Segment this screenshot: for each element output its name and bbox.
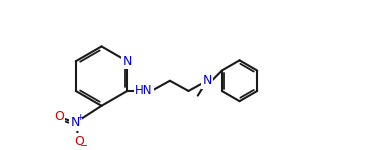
Text: −: − [80, 141, 88, 150]
Text: N: N [71, 116, 80, 129]
Text: HN: HN [135, 84, 153, 98]
Text: O: O [54, 110, 64, 123]
Text: N: N [202, 74, 212, 87]
Text: N: N [122, 55, 132, 68]
Text: +: + [76, 113, 83, 122]
Text: O: O [74, 135, 84, 148]
